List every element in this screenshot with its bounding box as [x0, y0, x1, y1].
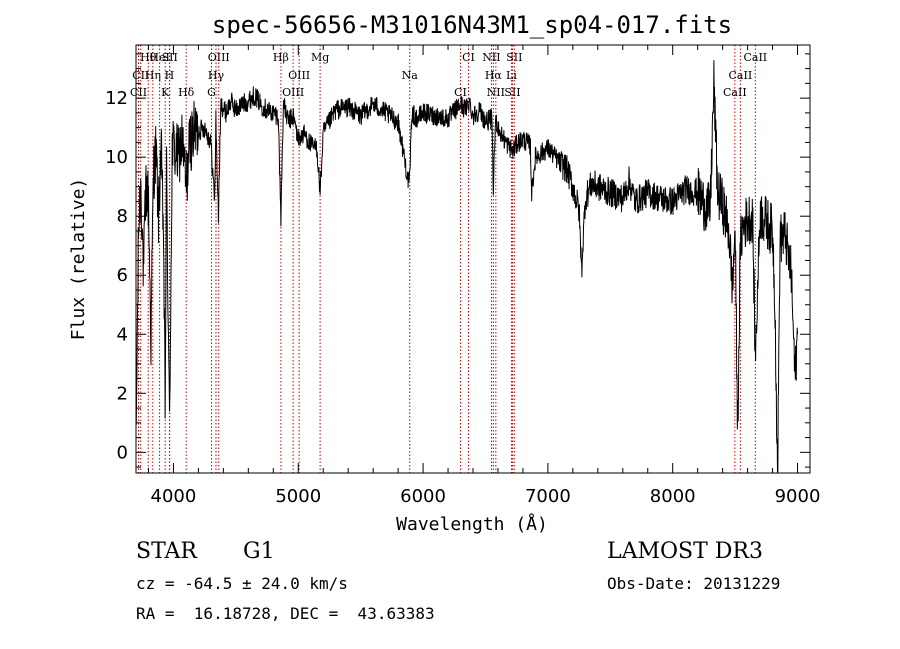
y-axis-ticks: 0 2 4 6 8 10 12 — [105, 53, 810, 468]
line-label: NII — [482, 51, 500, 64]
x-tick-label: 9000 — [775, 486, 821, 507]
line-label: Hδ — [178, 86, 195, 99]
redshift-velocity: cz = -64.5 ± 24.0 km/s — [136, 574, 348, 593]
line-label: OIII — [288, 69, 310, 82]
line-label: OIII — [282, 86, 304, 99]
line-label: Mg — [311, 51, 329, 64]
line-label: Hγ — [208, 69, 225, 82]
x-axis-label: Wavelength (Å) — [396, 513, 548, 535]
y-tick-label: 8 — [117, 206, 128, 227]
ra-dec-coordinates: RA = 16.18728, DEC = 43.63383 — [136, 604, 435, 623]
line-label: Li — [506, 69, 517, 82]
survey-name: LAMOST DR3 — [607, 539, 763, 564]
x-axis-ticks: 4000 5000 6000 7000 8000 9000 — [147, 45, 821, 507]
chart-title: spec-56656-M31016N43M1_sp04-017.fits — [212, 11, 732, 39]
line-label: K — [161, 86, 170, 99]
object-class: STAR — [136, 539, 197, 564]
x-tick-label: 5000 — [275, 486, 321, 507]
y-tick-label: 12 — [105, 88, 128, 109]
line-label: HeI — [149, 51, 169, 64]
line-label: SII — [506, 51, 522, 64]
line-label: CI — [462, 51, 475, 64]
line-label: Hα — [485, 69, 503, 82]
observation-date: Obs-Date: 20131229 — [607, 574, 781, 593]
line-label: Hβ — [273, 51, 289, 64]
line-label: OIII — [208, 51, 230, 64]
x-tick-label: 6000 — [400, 486, 446, 507]
line-label: SII — [504, 86, 520, 99]
line-label: CI — [454, 86, 467, 99]
y-tick-label: 2 — [117, 383, 128, 404]
y-axis-label: Flux (relative) — [68, 178, 89, 341]
line-label: CaII — [723, 86, 747, 99]
y-tick-label: 6 — [117, 265, 128, 286]
y-tick-label: 10 — [105, 147, 128, 168]
flux-series-line — [135, 60, 798, 474]
line-markers — [137, 45, 756, 473]
line-label: Hθ — [140, 51, 157, 64]
line-label: G — [207, 86, 216, 99]
line-label: NII — [487, 86, 505, 99]
line-label: CaII — [743, 51, 767, 64]
line-label: SII — [162, 51, 178, 64]
line-label: Hη — [145, 69, 161, 82]
line-label: CaII — [729, 69, 753, 82]
line-label: H — [165, 69, 175, 82]
line-label: CII — [130, 86, 147, 99]
object-subclass: G1 — [243, 539, 275, 564]
x-tick-label: 8000 — [650, 486, 696, 507]
x-tick-label: 4000 — [151, 486, 197, 507]
line-labels: HθCIICIIHeIHηKSIIHHδOIIIHγGHβOIIIOIIIMgN… — [130, 51, 767, 99]
y-tick-label: 4 — [117, 324, 128, 345]
y-tick-label: 0 — [117, 442, 128, 463]
x-tick-label: 7000 — [525, 486, 571, 507]
line-label: Na — [402, 69, 419, 82]
